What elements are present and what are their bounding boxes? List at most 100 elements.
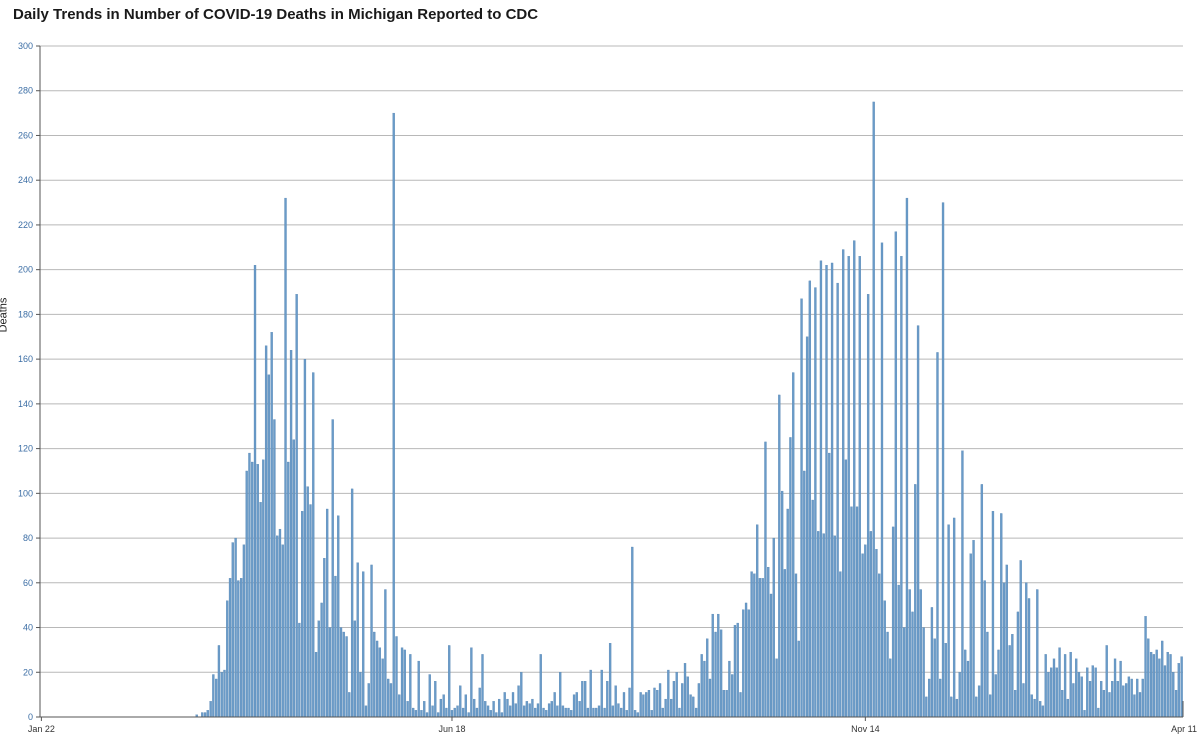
y-tick-label: 100	[18, 488, 33, 498]
y-tick-label: 220	[18, 220, 33, 230]
bar	[303, 358, 307, 718]
bar	[894, 231, 898, 718]
y-tick-label: 20	[23, 667, 33, 677]
bar	[298, 622, 301, 718]
bar	[564, 707, 567, 718]
bar	[833, 535, 836, 718]
bar	[672, 681, 676, 718]
bar	[1069, 651, 1072, 718]
bar	[853, 240, 856, 718]
bar	[872, 101, 875, 718]
bar	[278, 528, 282, 718]
bar	[997, 649, 1000, 718]
bar	[1002, 582, 1006, 718]
bar	[459, 685, 462, 718]
y-tick-label: 60	[23, 578, 33, 588]
bar	[875, 549, 878, 718]
bar	[292, 439, 296, 718]
bar	[742, 609, 745, 718]
bar	[381, 658, 384, 718]
bar	[301, 511, 304, 718]
bar	[814, 287, 817, 718]
x-tick-label: Apr 11	[1171, 724, 1197, 734]
bar	[603, 707, 606, 718]
bar	[481, 654, 484, 718]
bar	[1050, 667, 1053, 718]
bar	[1111, 681, 1114, 718]
bar	[914, 484, 917, 718]
bar	[478, 687, 481, 718]
bar	[964, 649, 967, 718]
y-tick-label: 160	[18, 354, 33, 364]
bar	[1177, 663, 1180, 718]
bar	[606, 681, 609, 718]
bar	[1100, 681, 1103, 718]
bar	[456, 705, 459, 718]
bar	[470, 647, 473, 718]
bar	[445, 707, 448, 718]
bar	[531, 698, 534, 718]
bar	[242, 544, 246, 718]
bar	[1075, 658, 1078, 718]
bar	[767, 566, 770, 718]
bar	[539, 654, 542, 718]
bar	[1066, 698, 1070, 718]
bar	[1044, 654, 1047, 718]
y-tick-label: 280	[18, 86, 33, 96]
bar	[276, 535, 279, 718]
bar	[611, 705, 615, 718]
bar	[403, 649, 406, 718]
bar	[977, 685, 981, 718]
bar	[522, 705, 526, 718]
bar	[980, 484, 984, 718]
bar	[1027, 598, 1031, 718]
bar	[1011, 634, 1014, 718]
bar	[1080, 676, 1083, 718]
bar	[248, 452, 251, 718]
bar	[758, 578, 762, 718]
bar	[367, 683, 370, 718]
bar	[384, 589, 387, 718]
bar	[597, 705, 601, 718]
bar	[1019, 560, 1022, 718]
bar	[572, 694, 576, 718]
bar	[822, 533, 825, 718]
bar	[780, 490, 784, 718]
bar	[500, 712, 504, 718]
bar	[448, 645, 451, 718]
bar	[905, 197, 909, 718]
bar	[744, 602, 748, 718]
bar	[1072, 683, 1075, 718]
bar	[608, 643, 612, 718]
bar	[650, 710, 653, 718]
bar	[864, 544, 867, 718]
bar	[697, 683, 701, 718]
y-tick-label: 140	[18, 399, 33, 409]
bar	[750, 571, 753, 718]
bar	[731, 674, 734, 718]
bar	[1169, 654, 1172, 718]
bar	[320, 602, 323, 718]
bar	[400, 647, 404, 718]
bar	[811, 499, 814, 718]
bar	[206, 710, 209, 718]
bar	[889, 658, 892, 718]
bar	[559, 672, 562, 718]
bar	[220, 672, 223, 718]
bar	[836, 282, 839, 718]
bar	[547, 703, 551, 718]
bar	[1155, 649, 1158, 718]
bars	[195, 101, 1183, 718]
bar	[450, 710, 454, 718]
bar	[897, 584, 900, 718]
bar	[866, 294, 870, 718]
bar	[495, 712, 498, 718]
bar	[353, 620, 357, 718]
bar	[631, 546, 634, 718]
bar	[614, 685, 617, 718]
bar	[312, 372, 315, 718]
bar	[581, 681, 584, 718]
bar	[1127, 676, 1131, 718]
bar	[484, 701, 487, 718]
